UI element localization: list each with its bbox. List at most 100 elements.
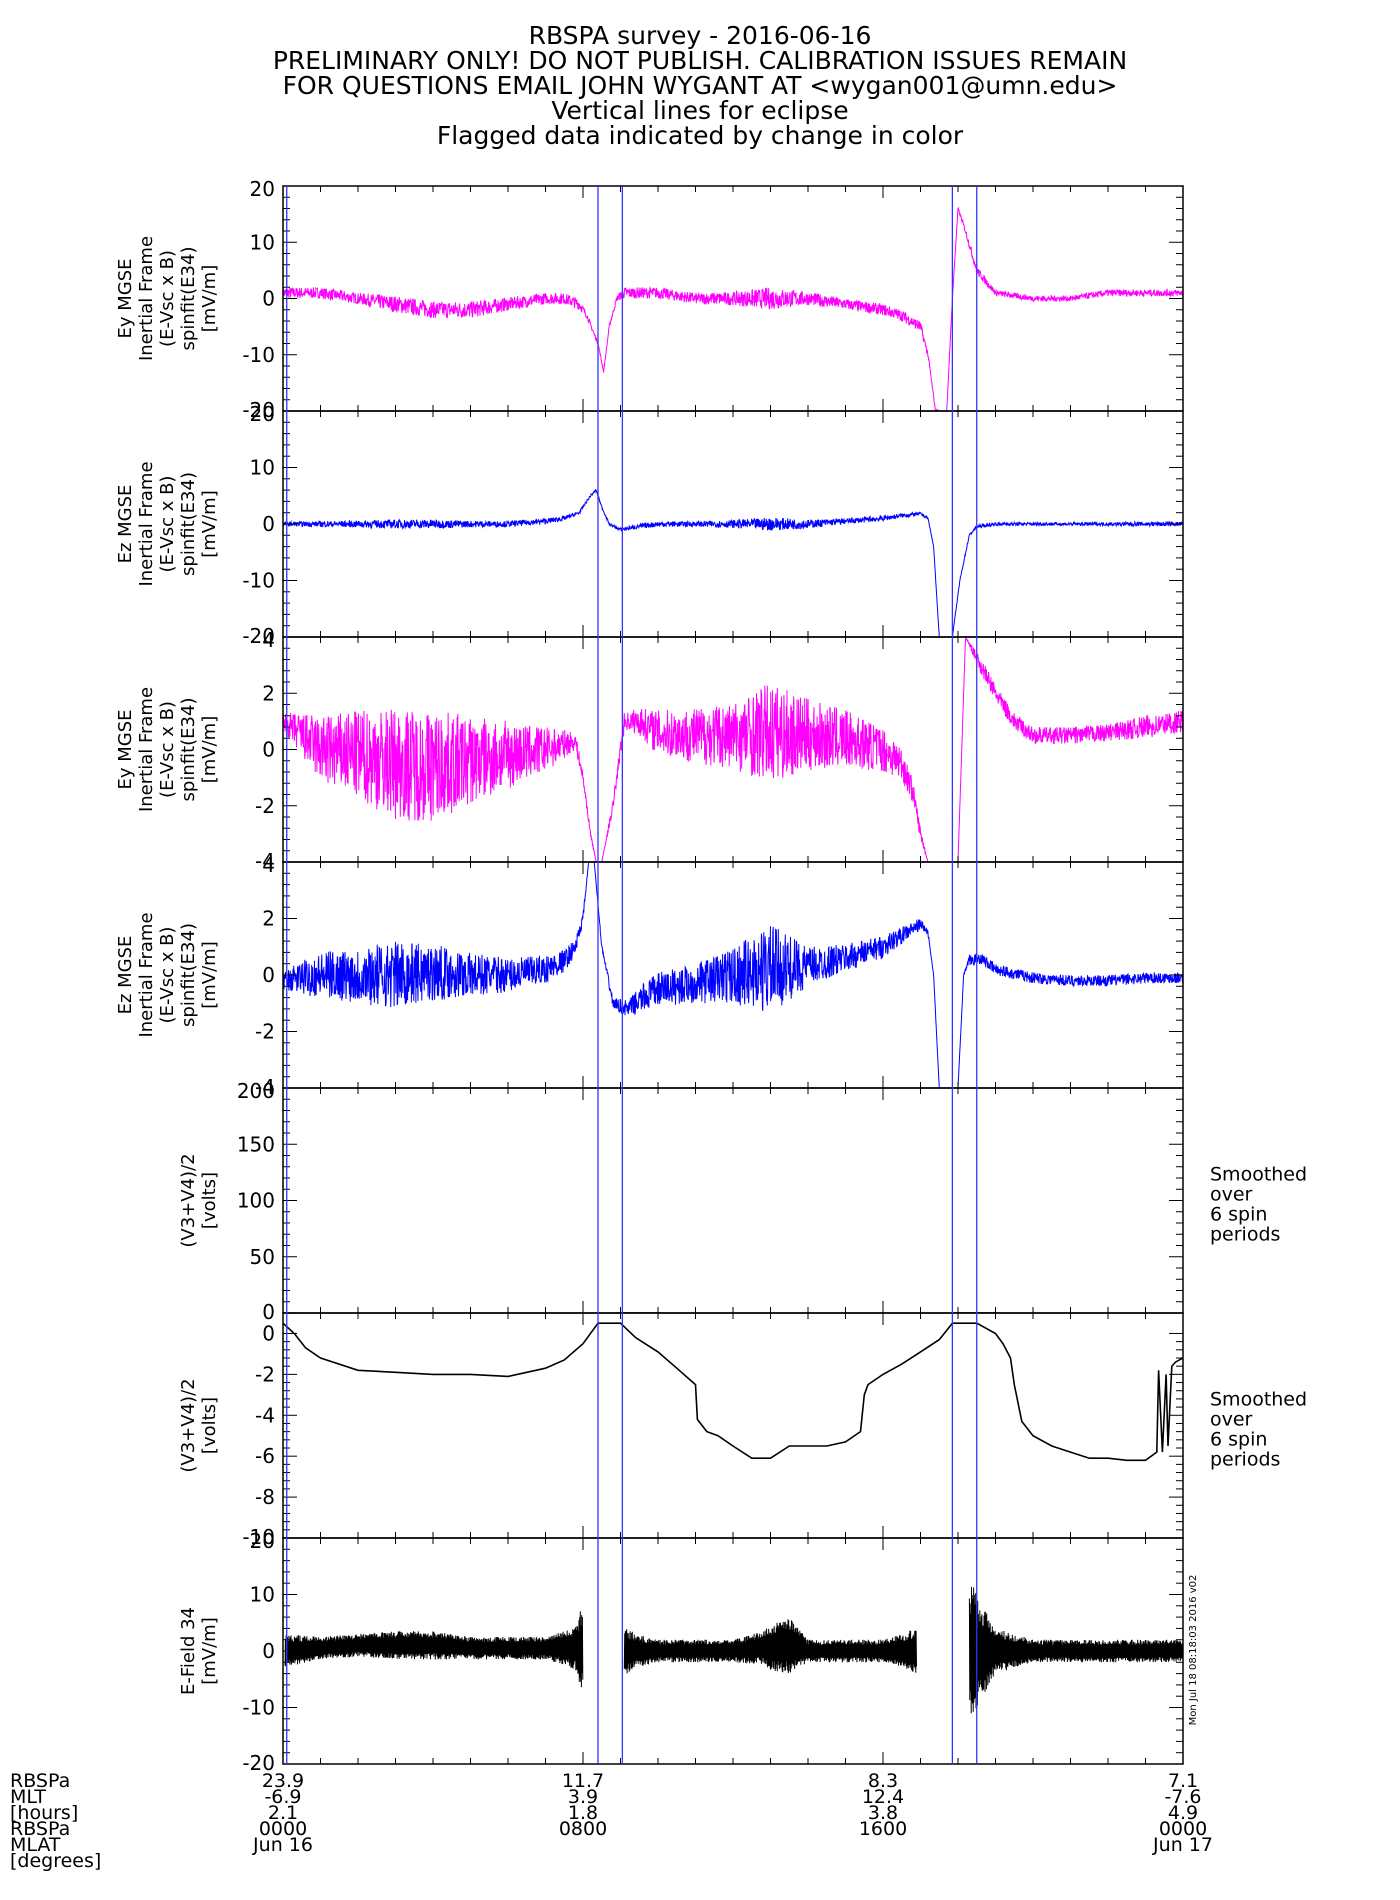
data-trace-5 bbox=[283, 1322, 1183, 1462]
y-axis-label: Inertial Frame bbox=[136, 236, 157, 361]
timestamp-note: Mon Jul 18 08:18:03 2016 v02 bbox=[1188, 1575, 1199, 1726]
y-tick-label: 4 bbox=[262, 628, 275, 652]
y-axis-label: spinfit(E34) bbox=[178, 698, 199, 802]
y-tick-label: 0 bbox=[262, 512, 275, 536]
y-axis-label: [volts] bbox=[199, 1397, 220, 1454]
x-tick-label: 2.1 bbox=[268, 1802, 298, 1824]
data-trace-0 bbox=[283, 206, 1183, 411]
y-tick-label: -20 bbox=[242, 624, 275, 648]
x-tick-label: -6.9 bbox=[264, 1786, 301, 1808]
y-tick-label: 4 bbox=[262, 853, 275, 877]
x-tick-label: 1.8 bbox=[568, 1802, 598, 1824]
x-tick-label: 7.1 bbox=[1168, 1770, 1198, 1792]
y-axis-label: (E-Vsc x B) bbox=[157, 250, 178, 347]
x-tick-label: 8.3 bbox=[868, 1770, 898, 1792]
x-tick-label: Jun 16 bbox=[252, 1834, 313, 1856]
x-tick-label: -7.6 bbox=[1164, 1786, 1201, 1808]
chart-title: RBSPA survey - 2016-06-16 bbox=[528, 21, 872, 50]
y-axis-label: (V3+V4)/2 bbox=[178, 1153, 199, 1247]
y-tick-label: 10 bbox=[250, 1583, 275, 1607]
y-tick-label: -8 bbox=[255, 1485, 275, 1509]
panel-note: 6 spin bbox=[1210, 1204, 1267, 1226]
panel-note: 6 spin bbox=[1210, 1429, 1267, 1451]
y-tick-label: -2 bbox=[255, 794, 275, 818]
panel-note: periods bbox=[1210, 1449, 1280, 1471]
panel-note: over bbox=[1210, 1184, 1253, 1206]
y-axis-label: E-Field 34 bbox=[178, 1607, 199, 1695]
y-tick-label: 20 bbox=[250, 1529, 275, 1553]
contact-line: FOR QUESTIONS EMAIL JOHN WYGANT AT <wyga… bbox=[282, 71, 1118, 100]
y-axis-label: [mV/m] bbox=[199, 941, 220, 1009]
y-axis-label: Ey MGSE bbox=[115, 709, 136, 789]
data-trace-1 bbox=[283, 488, 1183, 637]
y-tick-label: -6 bbox=[255, 1444, 275, 1468]
x-tick-label: 11.7 bbox=[562, 1770, 604, 1792]
y-axis-label: Inertial Frame bbox=[136, 461, 157, 586]
ephemeris-row-label: MLT bbox=[10, 1786, 46, 1808]
y-axis-label: [volts] bbox=[199, 1172, 220, 1229]
y-tick-label: -4 bbox=[255, 1403, 275, 1427]
x-tick-label: 3.8 bbox=[868, 1802, 898, 1824]
x-tick-label: 3.9 bbox=[568, 1786, 598, 1808]
panel-note: over bbox=[1210, 1409, 1253, 1431]
y-axis-label: Ey MGSE bbox=[115, 258, 136, 338]
y-axis-label: Ez MGSE bbox=[115, 485, 136, 564]
y-tick-label: -4 bbox=[255, 849, 275, 873]
panel-note: Smoothed bbox=[1210, 1389, 1307, 1411]
x-tick-label: 0000 bbox=[1159, 1818, 1207, 1840]
y-axis-label: Inertial Frame bbox=[136, 912, 157, 1037]
y-tick-label: 0 bbox=[262, 1321, 275, 1345]
warning-line: PRELIMINARY ONLY! DO NOT PUBLISH. CALIBR… bbox=[272, 46, 1128, 75]
y-tick-label: -20 bbox=[242, 1751, 275, 1775]
x-tick-label: 1600 bbox=[859, 1818, 907, 1840]
panel-note: Smoothed bbox=[1210, 1164, 1307, 1186]
panel-frame bbox=[282, 1087, 1184, 1314]
y-tick-label: -2 bbox=[255, 1362, 275, 1386]
y-tick-label: -10 bbox=[242, 1525, 275, 1549]
y-axis-label: spinfit(E34) bbox=[178, 247, 199, 351]
x-tick-label: 0800 bbox=[559, 1818, 607, 1840]
y-axis-label: [mV/m] bbox=[199, 1617, 220, 1685]
y-tick-label: 20 bbox=[250, 177, 275, 201]
y-tick-label: 2 bbox=[262, 681, 275, 705]
panel-note: periods bbox=[1210, 1224, 1280, 1246]
y-tick-label: -20 bbox=[242, 398, 275, 422]
flag-note: Flagged data indicated by change in colo… bbox=[436, 121, 964, 150]
y-tick-label: 100 bbox=[237, 1189, 275, 1213]
y-tick-label: -4 bbox=[255, 1075, 275, 1099]
y-axis-label: [mV/m] bbox=[199, 490, 220, 558]
ephemeris-row-label: [hours] bbox=[10, 1802, 78, 1824]
eclipse-note: Vertical lines for eclipse bbox=[551, 96, 849, 125]
x-tick-label: Jun 17 bbox=[1152, 1834, 1213, 1856]
panel-frame bbox=[282, 1312, 1184, 1539]
x-tick-label: 0000 bbox=[259, 1818, 307, 1840]
ephemeris-row-label: [degrees] bbox=[10, 1850, 101, 1872]
y-tick-label: 0 bbox=[262, 1300, 275, 1324]
y-tick-label: 20 bbox=[250, 402, 275, 426]
y-tick-label: 10 bbox=[250, 230, 275, 254]
y-axis-label: spinfit(E34) bbox=[178, 923, 199, 1027]
data-trace-2 bbox=[283, 637, 1183, 862]
y-tick-label: 200 bbox=[237, 1079, 275, 1103]
y-axis-label: [mV/m] bbox=[199, 716, 220, 784]
y-axis-label: (E-Vsc x B) bbox=[157, 701, 178, 798]
y-axis-label: (E-Vsc x B) bbox=[157, 476, 178, 573]
y-tick-label: 0 bbox=[262, 738, 275, 762]
ephemeris-row-label: RBSPa bbox=[10, 1818, 70, 1840]
y-tick-label: 50 bbox=[250, 1245, 275, 1269]
y-tick-label: 0 bbox=[262, 287, 275, 311]
ephemeris-row-label: MLAT bbox=[10, 1834, 61, 1856]
y-axis-label: (V3+V4)/2 bbox=[178, 1378, 199, 1472]
y-axis-label: [mV/m] bbox=[199, 265, 220, 333]
y-tick-label: 0 bbox=[262, 1639, 275, 1663]
data-trace-6 bbox=[284, 1586, 1183, 1714]
y-axis-label: (E-Vsc x B) bbox=[157, 927, 178, 1024]
y-tick-label: 150 bbox=[237, 1132, 275, 1156]
y-tick-label: -10 bbox=[242, 343, 275, 367]
x-tick-label: 23.9 bbox=[262, 1770, 304, 1792]
y-tick-label: 0 bbox=[262, 963, 275, 987]
y-axis-label: Ez MGSE bbox=[115, 936, 136, 1015]
ephemeris-row-label: RBSPa bbox=[10, 1770, 70, 1792]
data-trace-3 bbox=[283, 862, 1183, 1088]
